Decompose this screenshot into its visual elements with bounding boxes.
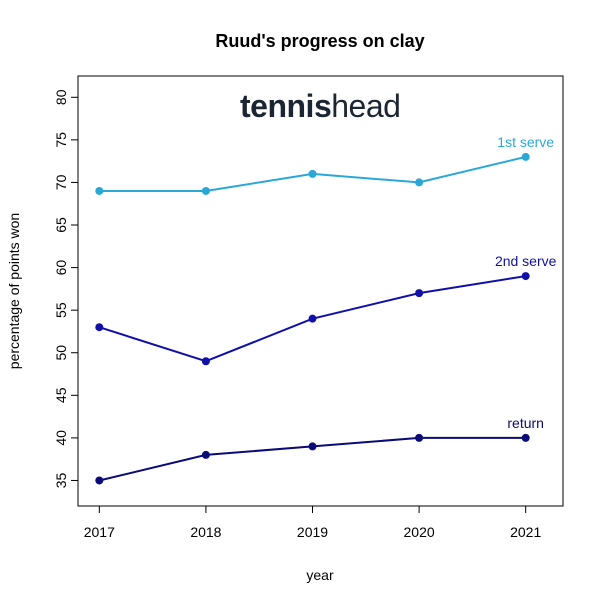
x-tick-label: 2017 xyxy=(84,524,115,540)
series-1st-serve: 1st serve xyxy=(95,134,554,195)
data-point xyxy=(415,178,424,187)
x-tick-label: 2021 xyxy=(510,524,541,540)
x-axis-label: year xyxy=(306,567,334,583)
plot-frame xyxy=(77,75,564,507)
y-axis: 35 40 45 50 55 60 65 70 75 80 xyxy=(53,89,79,488)
data-point xyxy=(201,186,210,195)
svg-text:tennishead: tennishead xyxy=(240,88,400,124)
y-tick-label: 50 xyxy=(53,345,69,361)
data-point xyxy=(201,450,210,459)
data-point xyxy=(521,433,530,442)
data-point xyxy=(415,433,424,442)
series-2nd-serve: 2nd serve xyxy=(95,253,557,366)
series-label: return xyxy=(507,415,544,431)
logo-text-light: head xyxy=(331,88,400,124)
data-point xyxy=(415,289,424,298)
chart-title: Ruud's progress on clay xyxy=(215,31,424,51)
x-tick-label: 2018 xyxy=(190,524,221,540)
x-tick-label: 2020 xyxy=(404,524,435,540)
x-tick-label: 2019 xyxy=(297,524,328,540)
data-point xyxy=(201,357,210,366)
y-tick-label: 55 xyxy=(53,302,69,318)
logo-text-bold: tennis xyxy=(240,88,331,124)
series-return: return xyxy=(95,415,544,485)
data-point xyxy=(95,323,104,332)
data-point xyxy=(308,169,317,178)
y-tick-label: 40 xyxy=(53,430,69,446)
series-layer: 1st serve 2nd serve return xyxy=(95,134,557,485)
y-tick-label: 35 xyxy=(53,472,69,488)
y-axis-label: percentage of points won xyxy=(6,213,22,369)
data-point xyxy=(95,186,104,195)
y-tick-label: 45 xyxy=(53,387,69,403)
series-label: 1st serve xyxy=(497,134,554,150)
data-point xyxy=(308,442,317,451)
data-point xyxy=(95,476,104,485)
data-point xyxy=(521,152,530,161)
y-tick-label: 60 xyxy=(53,260,69,276)
data-point xyxy=(521,272,530,281)
watermark-logo: tennishead xyxy=(240,88,401,124)
y-tick-label: 70 xyxy=(53,174,69,190)
x-axis: 2017 2018 2019 2020 2021 xyxy=(84,505,541,540)
y-tick-label: 65 xyxy=(53,217,69,233)
y-tick-label: 75 xyxy=(53,132,69,148)
y-tick-label: 80 xyxy=(53,89,69,105)
data-point xyxy=(308,314,317,323)
series-label: 2nd serve xyxy=(495,253,557,269)
